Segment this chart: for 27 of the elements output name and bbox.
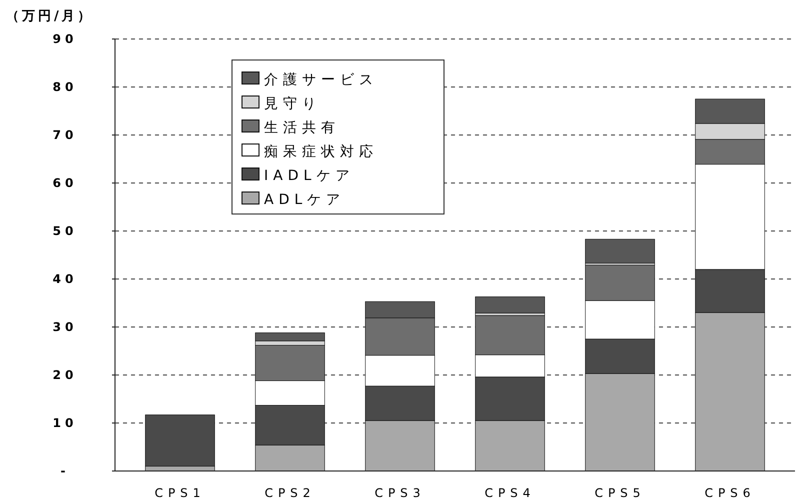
x-tick-label: CPS1 [154, 486, 206, 500]
legend-label: 介護サービス [264, 72, 378, 88]
y-tick-label: 10 [52, 416, 78, 430]
bar [255, 332, 325, 342]
bar [585, 238, 655, 264]
y-axis-title: （万円/月） [6, 9, 94, 24]
bar [475, 296, 545, 314]
y-tick-label: 90 [52, 32, 78, 46]
y-tick-label: - [60, 464, 70, 478]
legend-label: 見守り [264, 96, 321, 112]
y-tick-label: 30 [52, 320, 78, 334]
x-tick-label: CPS3 [374, 486, 426, 500]
legend-label: 痴呆症状対応 [264, 144, 378, 160]
x-tick-label: CPS2 [264, 486, 316, 500]
y-tick-label: 70 [52, 128, 78, 142]
x-tick-label: CPS4 [484, 486, 536, 500]
legend-label: 生活共有 [264, 120, 340, 136]
x-tick-label: CPS5 [594, 486, 646, 500]
x-tick-label: CPS6 [704, 486, 756, 500]
y-tick-label: 40 [52, 272, 78, 286]
y-tick-label: 50 [52, 224, 78, 238]
y-tick-label: 60 [52, 176, 78, 190]
legend-label: IADLケア [264, 168, 354, 184]
legend-label: ADLケア [264, 192, 346, 208]
y-tick-label: 20 [52, 368, 78, 382]
bar [145, 414, 215, 466]
y-tick-label: 80 [52, 80, 78, 94]
